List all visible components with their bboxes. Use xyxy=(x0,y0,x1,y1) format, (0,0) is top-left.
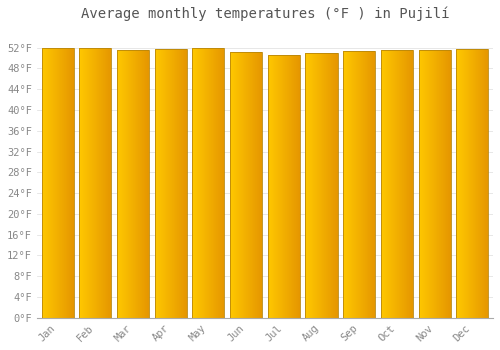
Title: Average monthly temperatures (°F ) in Pujilí: Average monthly temperatures (°F ) in Pu… xyxy=(80,7,449,21)
Bar xyxy=(117,50,149,318)
Bar xyxy=(154,49,186,318)
Bar xyxy=(456,49,488,318)
Bar xyxy=(306,53,338,318)
Bar xyxy=(418,50,450,318)
Bar xyxy=(79,48,112,318)
Bar xyxy=(343,51,375,318)
Bar xyxy=(230,52,262,318)
Bar xyxy=(381,50,413,318)
Bar xyxy=(192,48,224,318)
Bar xyxy=(42,48,74,318)
Bar xyxy=(268,55,300,318)
